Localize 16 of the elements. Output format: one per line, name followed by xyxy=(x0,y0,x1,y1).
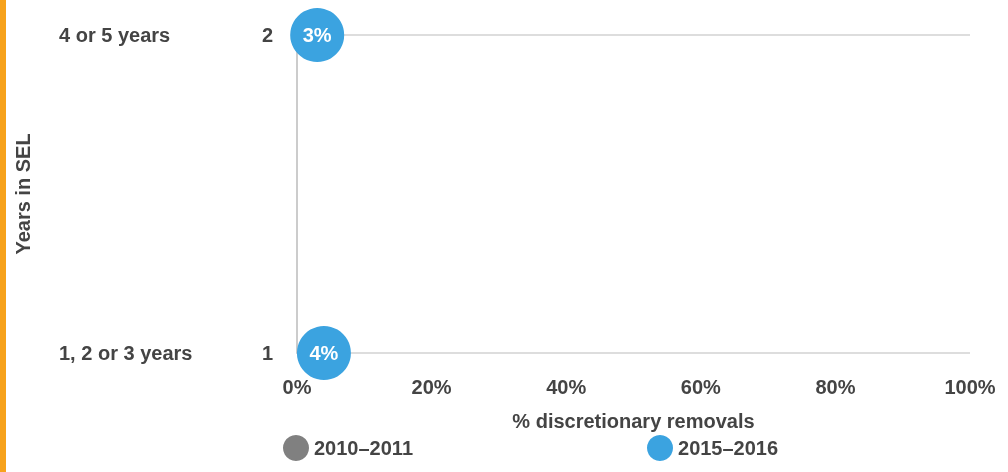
x-tick-label: 60% xyxy=(680,376,722,398)
x-tick-label: 20% xyxy=(411,376,452,398)
y-axis-title: Years in SEL xyxy=(12,133,34,255)
data-label: 3% xyxy=(302,24,332,46)
x-axis-title: % discretionary removals xyxy=(512,410,755,432)
x-tick-label: 80% xyxy=(815,376,856,398)
x-tick-label: 0% xyxy=(282,376,312,398)
y-tick-label: 4 or 5 years xyxy=(59,24,171,46)
data-label: 4% xyxy=(309,342,339,364)
x-tick-label: 40% xyxy=(546,376,587,398)
legend-label: 2010–2011 xyxy=(314,437,414,459)
x-tick-label: 100% xyxy=(944,376,996,398)
y2-tick-label: 2 xyxy=(261,24,273,46)
y2-tick-label: 1 xyxy=(261,342,273,364)
legend-label: 2015–2016 xyxy=(678,437,779,459)
y-tick-label: 1, 2 or 3 years xyxy=(59,342,193,364)
